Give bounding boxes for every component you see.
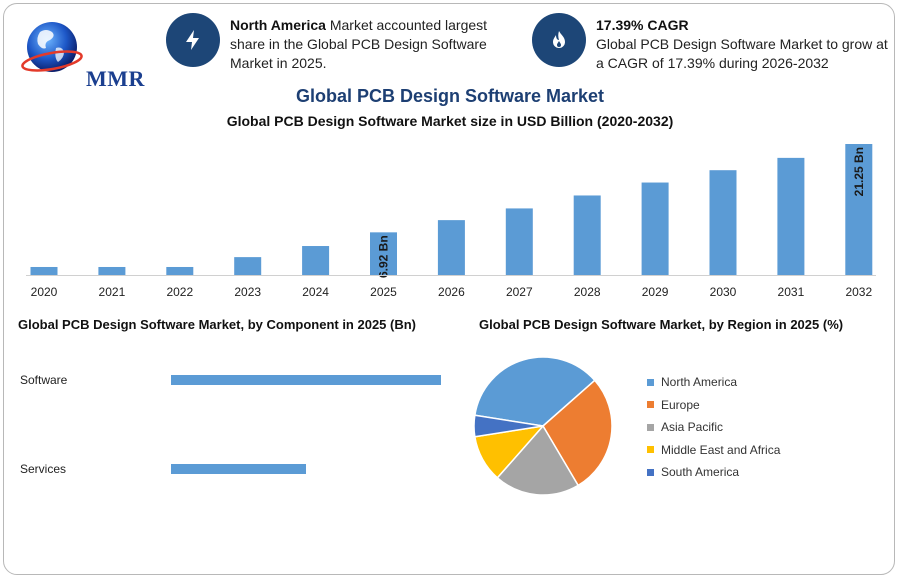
bar-2021 [98, 266, 126, 275]
bar-2028 [573, 195, 601, 275]
x-tick-label: 2021 [99, 285, 126, 299]
legend-label: Asia Pacific [661, 420, 724, 435]
bar-2026 [437, 220, 465, 275]
x-tick-label: 2022 [166, 285, 193, 299]
pie-chart [473, 356, 613, 496]
main-chart-title: Global PCB Design Software Market [295, 86, 605, 106]
region-chart-title: Global PCB Design Software Market, by Re… [479, 317, 844, 332]
logo-text: MMR [86, 66, 145, 91]
globe-icon [21, 22, 83, 72]
x-tick-label: 2032 [845, 285, 872, 299]
info-text-right: 17.39% CAGR Global PCB Design Software M… [596, 16, 888, 73]
legend-swatch [647, 423, 654, 431]
legend-item: South America [647, 461, 780, 484]
mmr-logo: MMR [18, 18, 144, 91]
bar-2030 [709, 170, 737, 275]
component-label-software: Software [20, 373, 68, 387]
pie-slice-south-america [473, 414, 544, 438]
legend-label: Middle East and Africa [661, 442, 781, 457]
x-tick-label: 2029 [642, 285, 669, 299]
pie-slice-north-america [473, 356, 596, 427]
legend-swatch [647, 446, 654, 454]
pie-slice-europe [542, 379, 613, 487]
x-tick-label: 2031 [778, 285, 805, 299]
component-bar-services [171, 464, 306, 474]
legend-item: Europe [647, 394, 780, 417]
lightning-icon [186, 30, 199, 50]
info-left-text: Market accounted largest share in the Gl… [230, 17, 488, 71]
component-bar-software [171, 375, 441, 385]
legend-swatch [647, 401, 654, 409]
x-tick-label: 2023 [234, 285, 261, 299]
bar-2023 [234, 257, 262, 275]
pie-slice-asia-pacific [496, 424, 580, 496]
flame-icon [553, 31, 565, 48]
x-tick-label: 2028 [574, 285, 601, 299]
info-right-bold: 17.39% CAGR [596, 17, 689, 33]
bar-2031 [777, 157, 805, 275]
bar-2032 [845, 144, 873, 275]
legend-label: South America [661, 465, 740, 480]
pie-legend: North America Europe Asia Pacific Middle Ea… [647, 371, 780, 484]
bar-2024 [302, 246, 330, 275]
x-tick-label: 2020 [31, 285, 58, 299]
bar-2020 [30, 266, 58, 275]
x-tick-label: 2024 [302, 285, 329, 299]
legend-item: Middle East and Africa [647, 439, 780, 462]
legend-item: Asia Pacific [647, 416, 780, 439]
x-tick-label: 2025 [370, 285, 397, 299]
component-label-services: Services [20, 462, 67, 476]
info-left-bold: North America [230, 17, 326, 33]
info-icon-circle-right [532, 13, 586, 67]
legend-swatch [647, 378, 654, 386]
legend-label: Europe [661, 397, 700, 412]
bar-data-label: 6.92 Bn [377, 235, 391, 278]
info-text-left: North America Market accounted largest s… [230, 16, 520, 73]
info-right-text: Global PCB Design Software Market to gro… [596, 36, 888, 71]
info-icon-circle-left [166, 13, 220, 67]
component-chart-title: Global PCB Design Software Market, by Co… [18, 317, 417, 332]
page-frame [3, 3, 895, 575]
legend-label: North America [661, 375, 738, 390]
x-tick-label: 2030 [710, 285, 737, 299]
bar-data-label: 21.25 Bn [852, 147, 866, 196]
bar-2027 [505, 208, 533, 275]
legend-item: North America [647, 371, 780, 394]
legend-swatch [647, 468, 654, 476]
bar-2029 [641, 182, 669, 275]
x-tick-label: 2026 [438, 285, 465, 299]
bar-2022 [166, 266, 194, 275]
main-chart-subtitle: Global PCB Design Software Market size i… [226, 113, 674, 129]
x-tick-label: 2027 [506, 285, 533, 299]
bar-2025 [370, 232, 397, 275]
bar-chart: 2020 2021 2022 2023 2024 2025 6.92 Bn 2026 2027 2… [26, 144, 876, 299]
